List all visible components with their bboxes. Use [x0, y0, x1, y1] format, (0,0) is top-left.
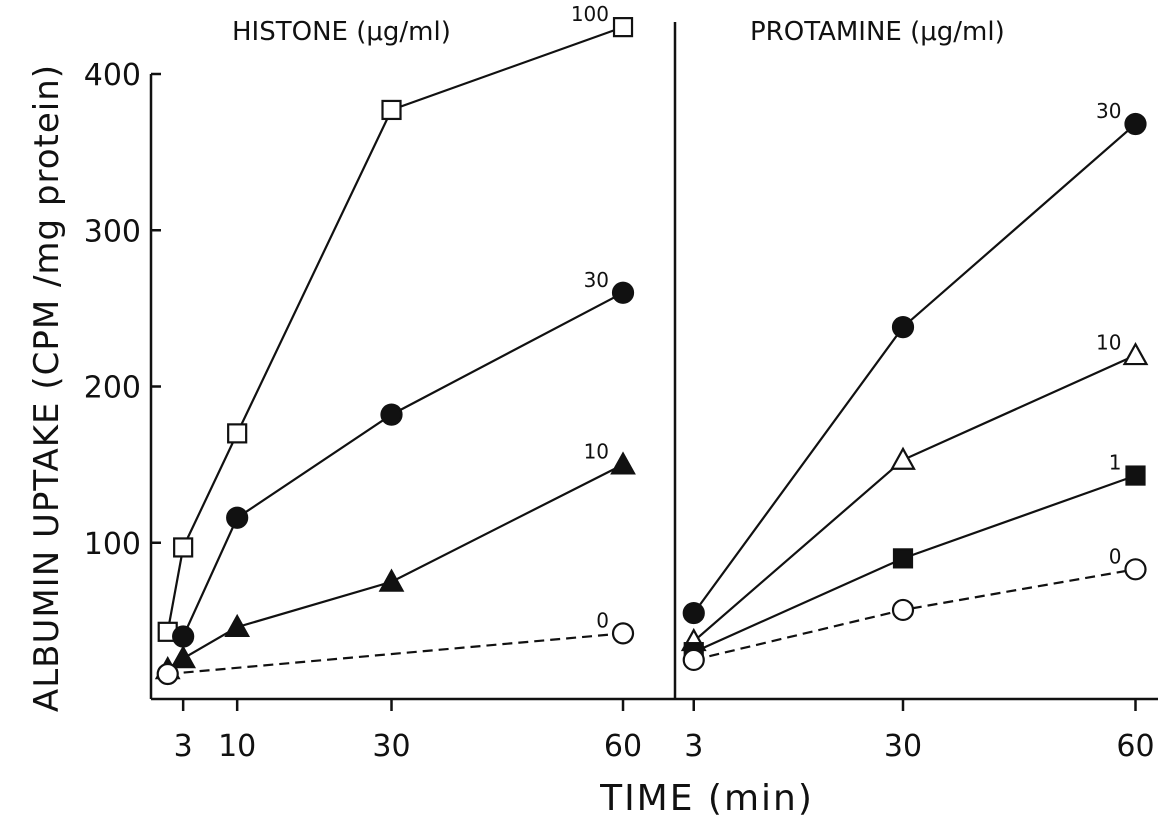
series-line-protamine-30 [692, 123, 1137, 614]
x-axis-ticks: 3 10 30 60 3 30 60 [174, 699, 1155, 764]
x-tick-label-p0-60: 60 [604, 729, 642, 764]
series-histone-0: 0 [156, 608, 635, 686]
series-line-protamine-1 [693, 474, 1136, 654]
data-point-histone-30-3 [172, 625, 195, 648]
series-protamine-10: 10 [680, 330, 1149, 652]
x-tick-label-p0-10: 10 [218, 729, 256, 764]
y-tick-label-300: 300 [84, 214, 141, 249]
x-tick-label-p0-3: 3 [174, 729, 193, 764]
data-point-protamine-0-30 [891, 598, 915, 622]
y-axis-ticks: 100 200 300 400 [84, 58, 161, 562]
series-label-protamine-0: 0 [1109, 544, 1122, 568]
data-point-protamine-0-3 [682, 648, 705, 672]
data-point-histone-100-3 [173, 537, 194, 558]
series-label-histone-100: 100 [571, 2, 609, 26]
series-histone-10: 10 [154, 440, 636, 680]
data-point-histone-30-10 [226, 506, 249, 529]
x-tick-label-p1-30: 30 [884, 729, 922, 764]
data-point-protamine-1-30 [892, 548, 914, 569]
data-point-histone-10-10 [224, 613, 251, 638]
y-tick-label-400: 400 [84, 58, 141, 93]
data-point-protamine-30-3 [682, 601, 705, 625]
series-label-histone-0: 0 [596, 608, 609, 632]
data-point-histone-100-10 [227, 423, 248, 444]
series-histone-100: 10 0 [157, 2, 634, 642]
data-point-histone-0-60 [611, 622, 635, 645]
axes-frame [149, 22, 1158, 701]
series-protamine-30: 30 [682, 99, 1147, 625]
x-tick-label-p1-3: 3 [684, 729, 703, 764]
data-point-histone-100-30 [381, 99, 402, 121]
series-line-histone-30 [182, 291, 624, 637]
data-point-histone-30-30 [380, 403, 403, 426]
series-line-histone-0 [167, 632, 624, 676]
data-point-protamine-1-60 [1125, 465, 1146, 486]
y-tick-label-100: 100 [84, 527, 141, 562]
data-point-histone-10-30 [378, 568, 405, 592]
series-label-protamine-30: 30 [1096, 99, 1121, 123]
series-label-histone-10: 10 [584, 440, 609, 464]
data-point-histone-10-3 [170, 645, 197, 669]
panel-title-protamine: PROTAMINE (μg/ml) [750, 17, 1005, 47]
data-point-histone-0-1 [156, 662, 179, 686]
x-tick-label-p1-60: 60 [1116, 729, 1154, 764]
x-axis-title: TIME (min) [599, 778, 814, 819]
data-point-protamine-10-60 [1122, 341, 1149, 366]
x-tick-label-p0-30: 30 [372, 729, 410, 764]
data-point-protamine-10-30 [890, 446, 916, 470]
series-label-protamine-1: 1 [1109, 451, 1122, 475]
series-protamine-1: 1 [683, 451, 1146, 663]
data-point-protamine-30-30 [891, 316, 915, 339]
series-histone-30: 30 [172, 268, 635, 648]
y-tick-label-200: 200 [84, 371, 141, 406]
data-point-histone-10-60 [610, 451, 636, 475]
series-label-protamine-10: 10 [1096, 330, 1121, 354]
data-point-protamine-30-60 [1124, 112, 1147, 136]
y-axis-title: ALBUMIN UPTAKE (CPM /mg protein) [27, 64, 67, 712]
data-point-histone-100-60 [612, 17, 634, 38]
data-point-histone-30-60 [611, 281, 635, 304]
series-protamine-0: 0 [682, 544, 1147, 672]
data-point-protamine-0-60 [1124, 558, 1147, 581]
series-label-histone-30: 30 [584, 268, 609, 292]
panel-title-histone: HISTONE (μg/ml) [232, 17, 451, 47]
